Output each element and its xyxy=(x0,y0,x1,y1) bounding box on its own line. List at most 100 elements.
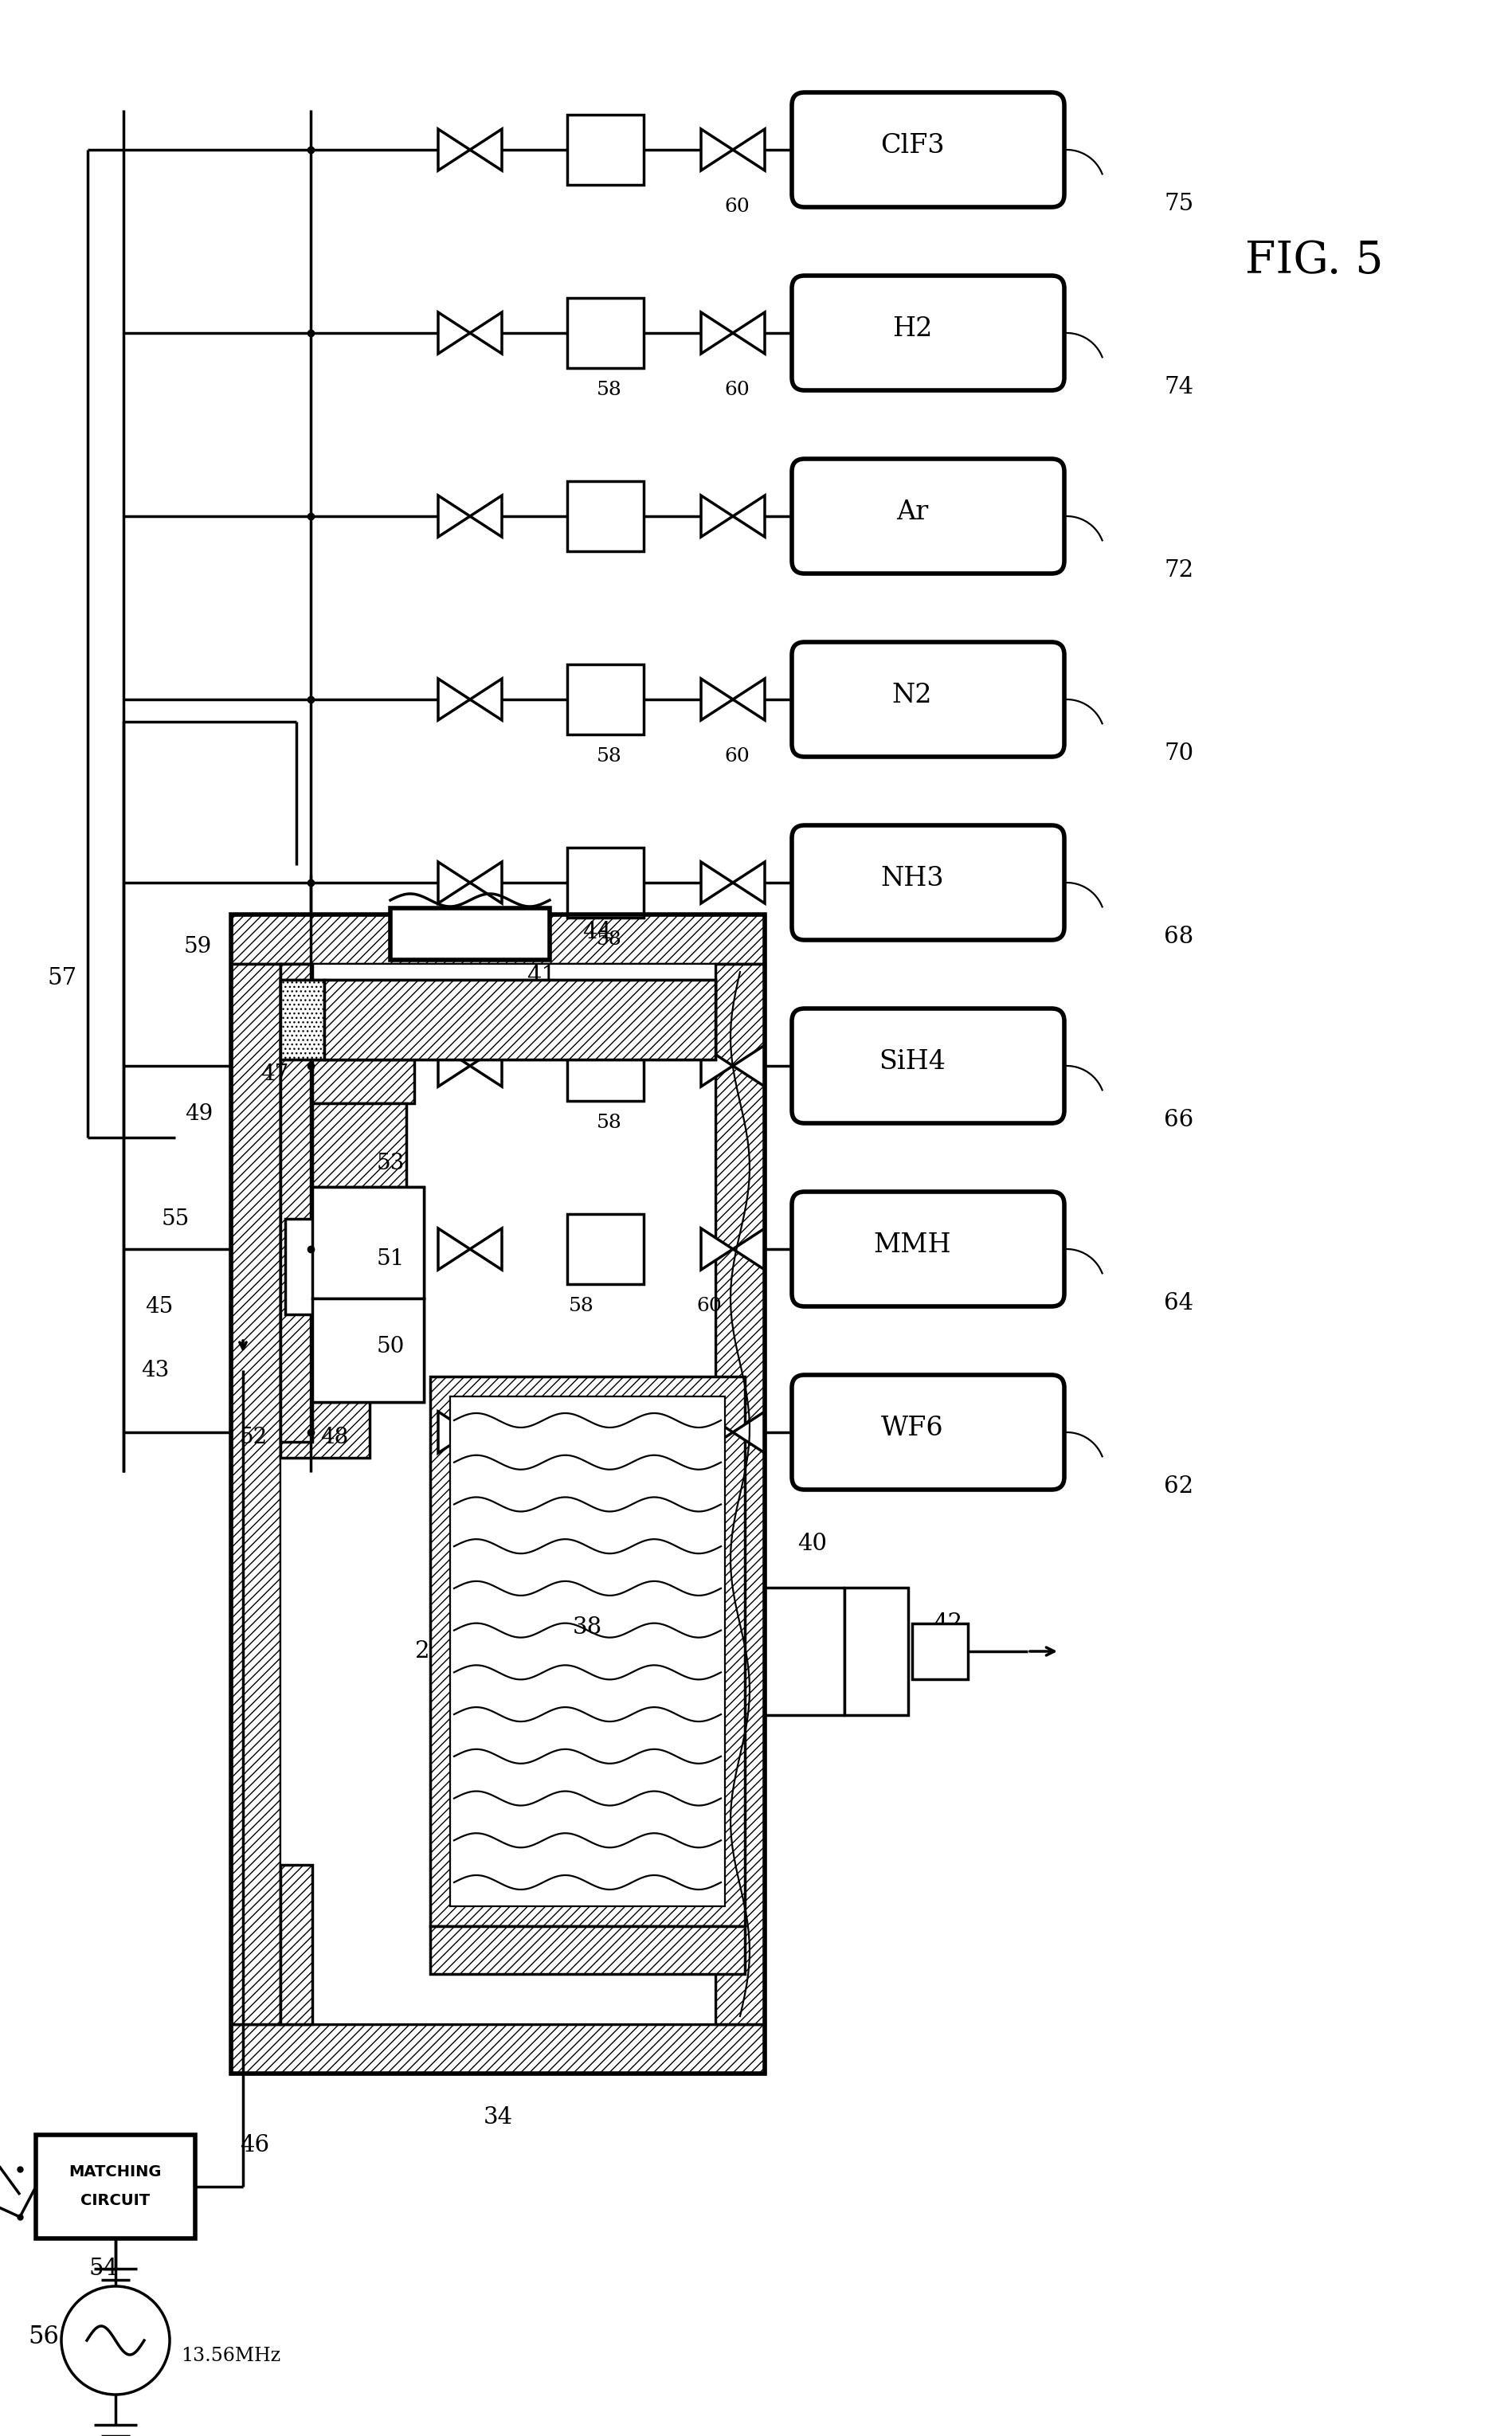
Bar xyxy=(311,1186,423,1298)
Bar xyxy=(567,114,643,185)
Text: 75: 75 xyxy=(1164,192,1193,214)
Polygon shape xyxy=(700,495,732,536)
Bar xyxy=(286,1218,414,1315)
Text: SiH4: SiH4 xyxy=(878,1050,945,1074)
FancyBboxPatch shape xyxy=(791,1191,1064,1306)
Bar xyxy=(280,979,715,1060)
Text: 49: 49 xyxy=(184,1104,213,1125)
Polygon shape xyxy=(700,1045,732,1086)
Bar xyxy=(286,1060,414,1104)
Bar xyxy=(311,1298,423,1403)
Polygon shape xyxy=(438,129,470,171)
Polygon shape xyxy=(700,312,732,353)
Bar xyxy=(293,1104,407,1218)
FancyBboxPatch shape xyxy=(791,826,1064,940)
Text: 66: 66 xyxy=(1164,1108,1193,1130)
FancyBboxPatch shape xyxy=(791,458,1064,572)
Text: MMH: MMH xyxy=(872,1233,951,1257)
Text: 55: 55 xyxy=(162,1208,189,1230)
Text: 42: 42 xyxy=(933,1613,962,1635)
Polygon shape xyxy=(470,495,502,536)
Polygon shape xyxy=(732,1410,765,1452)
Text: 48: 48 xyxy=(321,1427,348,1449)
Text: CIRCUIT: CIRCUIT xyxy=(80,2192,150,2209)
Text: 50: 50 xyxy=(376,1335,404,1357)
Bar xyxy=(567,297,643,368)
Bar xyxy=(231,2024,765,2073)
Text: 38: 38 xyxy=(572,1618,602,1639)
Bar xyxy=(231,914,765,965)
Text: 45: 45 xyxy=(145,1296,174,1318)
Text: 41: 41 xyxy=(526,965,556,987)
Text: 52: 52 xyxy=(239,1427,268,1449)
Bar xyxy=(36,2134,195,2239)
Polygon shape xyxy=(700,1410,732,1452)
Polygon shape xyxy=(732,312,765,353)
Polygon shape xyxy=(700,129,732,171)
Bar xyxy=(311,1298,423,1403)
Polygon shape xyxy=(700,1228,732,1269)
Bar xyxy=(567,1398,643,1466)
Text: 40: 40 xyxy=(797,1532,827,1554)
Text: 54: 54 xyxy=(89,2258,118,2280)
Text: 62: 62 xyxy=(1164,1476,1193,1498)
Bar xyxy=(567,665,643,736)
Bar xyxy=(715,965,765,2024)
Text: 60: 60 xyxy=(696,1298,721,1315)
Text: 60: 60 xyxy=(724,197,748,217)
Text: 58: 58 xyxy=(569,1481,594,1498)
FancyBboxPatch shape xyxy=(791,1009,1064,1123)
Polygon shape xyxy=(470,862,502,904)
Bar xyxy=(231,965,280,2024)
Polygon shape xyxy=(470,680,502,721)
Bar xyxy=(429,1376,744,1927)
Text: 34: 34 xyxy=(482,2107,513,2129)
Bar xyxy=(567,848,643,918)
Text: 74: 74 xyxy=(1164,375,1193,400)
Text: H2: H2 xyxy=(892,317,931,341)
Text: 68: 68 xyxy=(1164,926,1193,948)
Polygon shape xyxy=(438,495,470,536)
Text: WF6: WF6 xyxy=(880,1415,943,1442)
Bar xyxy=(567,1030,643,1101)
Text: 59: 59 xyxy=(183,935,212,957)
Text: 57: 57 xyxy=(47,967,77,989)
FancyBboxPatch shape xyxy=(791,643,1064,758)
Text: Ar: Ar xyxy=(895,499,928,526)
Polygon shape xyxy=(438,680,470,721)
Bar xyxy=(231,914,765,2073)
Bar xyxy=(280,1060,369,1457)
Polygon shape xyxy=(470,129,502,171)
Polygon shape xyxy=(438,312,470,353)
Polygon shape xyxy=(438,1410,470,1452)
Bar xyxy=(567,482,643,551)
Text: 46: 46 xyxy=(240,2134,269,2156)
Bar xyxy=(293,1315,407,1393)
Text: 47: 47 xyxy=(260,1062,289,1084)
Polygon shape xyxy=(732,862,765,904)
Polygon shape xyxy=(732,495,765,536)
Polygon shape xyxy=(470,1228,502,1269)
Text: NH3: NH3 xyxy=(880,865,943,892)
Bar xyxy=(280,965,715,2024)
Polygon shape xyxy=(470,1045,502,1086)
Bar xyxy=(280,979,324,1060)
Text: 56: 56 xyxy=(29,2324,59,2348)
Text: 70: 70 xyxy=(1164,743,1193,765)
Text: 58: 58 xyxy=(569,1298,594,1315)
Polygon shape xyxy=(732,129,765,171)
Bar xyxy=(912,1622,968,1678)
Polygon shape xyxy=(470,1410,502,1452)
Polygon shape xyxy=(438,1228,470,1269)
Text: MATCHING: MATCHING xyxy=(70,2166,162,2180)
Bar xyxy=(280,965,311,1442)
Text: 2: 2 xyxy=(414,1639,429,1661)
Polygon shape xyxy=(732,1045,765,1086)
Text: 58: 58 xyxy=(596,931,621,950)
Text: 13.56MHz: 13.56MHz xyxy=(181,2348,280,2365)
Bar xyxy=(844,1588,907,1715)
Text: 53: 53 xyxy=(376,1152,404,1174)
Bar xyxy=(567,1213,643,1284)
Text: FIG. 5: FIG. 5 xyxy=(1244,239,1383,283)
Text: ClF3: ClF3 xyxy=(880,134,943,158)
